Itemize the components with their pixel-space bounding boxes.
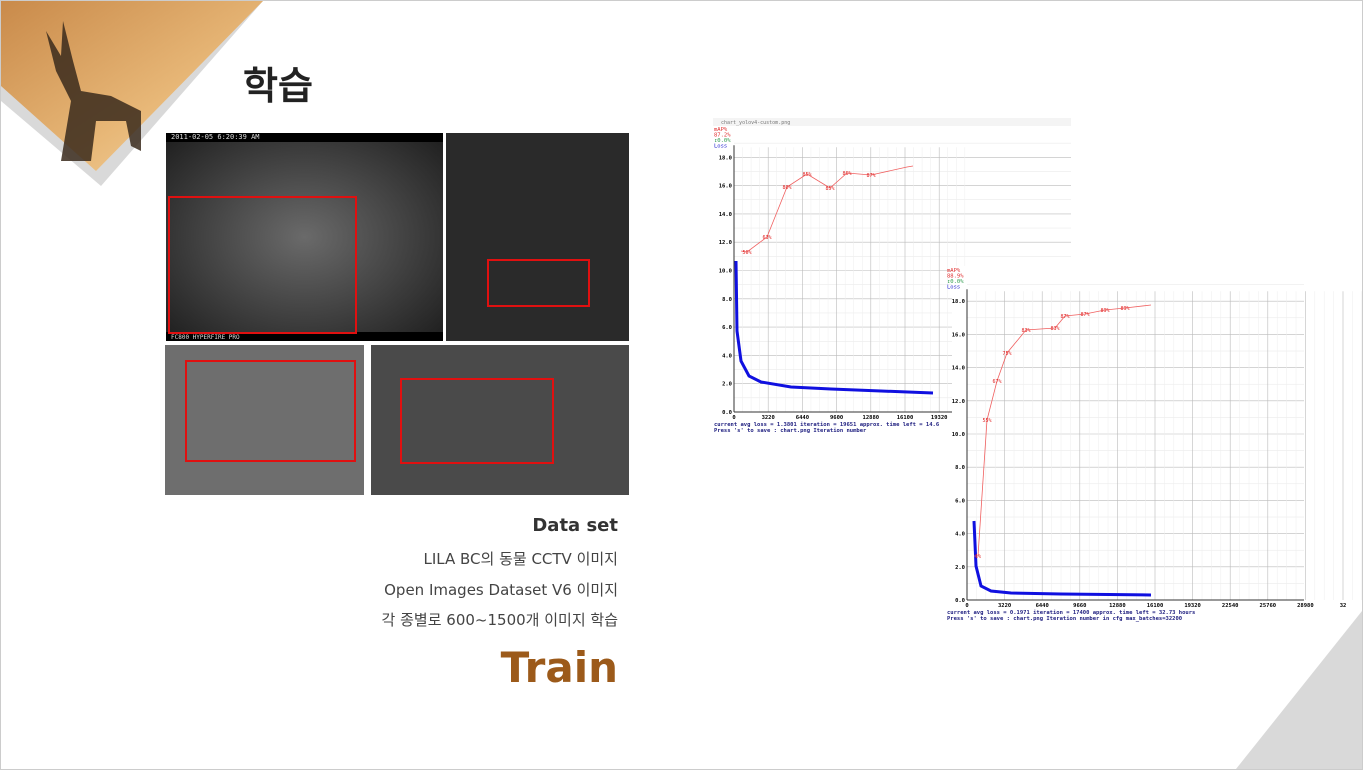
detection-box (487, 259, 590, 307)
y-tick-label: 6.0 (722, 325, 732, 331)
map-label: 86% (842, 171, 851, 177)
chart-screenshot: 0.0 2.0 4.0 6.0 8.0 10.0 12.0 14.0 16.0 18.0 0 3220… (947, 266, 1362, 623)
x-tick-label: 16100 (1147, 603, 1164, 609)
x-tick-label: 19320 (931, 415, 948, 421)
y-tick-label: 6.0 (955, 498, 965, 504)
y-tick-label: 2.0 (722, 382, 732, 388)
map-line (974, 304, 1152, 557)
x-tick-label: 9600 (830, 415, 843, 421)
map-label: 80% (782, 185, 791, 191)
x-tick-label: 0 (732, 415, 735, 421)
y-tick-label: 0.0 (955, 598, 965, 604)
x-tick-label: 16100 (897, 415, 914, 421)
photo (446, 133, 629, 341)
window-titlebar (713, 118, 1071, 126)
footer-text: Press 's' to save : chart.png Iteration … (714, 428, 867, 434)
deer-silhouette (46, 21, 141, 161)
loss-curve (734, 260, 934, 395)
y-tick-label: 4.0 (722, 353, 732, 359)
caption-heading: Data set (532, 515, 618, 536)
detection-box (168, 196, 357, 334)
x-tick-label: 9660 (1073, 603, 1086, 609)
y-tick-label: 4.0 (955, 532, 965, 538)
slide-title: 학습 (243, 64, 313, 108)
x-tick-label: 25760 (1260, 603, 1277, 609)
photo-bar (166, 133, 443, 142)
legend-item: 88.9% (947, 274, 964, 280)
y-tick-label: 18.0 (719, 155, 732, 161)
y-tick-label: 10.0 (719, 269, 732, 275)
y-tick-label: 14.0 (719, 212, 732, 218)
y-tick-label: 12.0 (952, 399, 965, 405)
caption-line: 각 종별로 600~1500개 이미지 학습 (381, 611, 618, 629)
x-tick-label: 28980 (1297, 603, 1314, 609)
map-label: 56% (742, 250, 751, 256)
y-tick-label: 12.0 (719, 240, 732, 246)
x-tick-label: 12880 (1109, 603, 1126, 609)
x-tick-label: 22540 (1222, 603, 1239, 609)
x-tick-label: 3220 (762, 415, 775, 421)
map-label: 1% (975, 554, 981, 560)
chart-background (952, 266, 1304, 623)
x-tick-label: 6440 (796, 415, 809, 421)
y-tick-label: 8.0 (722, 297, 732, 303)
x-tick-label: 32 (1340, 603, 1347, 609)
caption-line: LILA BC의 동물 CCTV 이미지 (423, 550, 619, 568)
caption-line: Open Images Dataset V6 이미지 (384, 581, 618, 599)
footer-text: current avg loss = 0.1971 iteration = 17… (947, 610, 1195, 616)
map-label: 85% (825, 186, 834, 192)
legend-item: ↕0.0% (947, 279, 964, 285)
deco-corner (1236, 611, 1362, 769)
legend-item: 87.2% (714, 133, 731, 139)
legend-item: Loss (714, 144, 727, 150)
loss-curve (972, 520, 1152, 597)
photo (165, 345, 364, 495)
map-label: 83% (1050, 326, 1059, 332)
y-tick-label: 18.0 (952, 299, 965, 305)
map-label: 55% (982, 418, 991, 424)
map-label: 83% (1021, 328, 1030, 334)
y-tick-label: 2.0 (955, 565, 965, 571)
legend-item: Loss (947, 285, 960, 291)
x-tick-label: 0 (965, 603, 968, 609)
detection-box (185, 360, 356, 462)
photos: 2011-02-05 6:20:39 AM FC800 HYPERFIRE PR… (165, 133, 629, 495)
map-label: 89% (1100, 308, 1109, 314)
map-label: 87% (1080, 312, 1089, 318)
window-title: chart_yolov4-custom.png (721, 120, 790, 126)
x-tick-label: 6440 (1036, 603, 1049, 609)
x-tick-label: 3220 (998, 603, 1011, 609)
x-tick-label: 12880 (863, 415, 880, 421)
y-tick-label: 16.0 (719, 184, 732, 190)
caption-label: Train (500, 643, 618, 692)
photo (166, 133, 443, 341)
photo (371, 345, 629, 495)
y-tick-label: 14.0 (952, 366, 965, 372)
photo-bar (166, 332, 443, 341)
x-tick-label: 19320 (1184, 603, 1201, 609)
footer-text: current avg loss = 1.3801 iteration = 19… (714, 422, 940, 428)
y-tick-label: 10.0 (952, 432, 965, 438)
map-label: 87% (866, 173, 875, 179)
legend-item: mAP% (714, 127, 728, 133)
map-label: 87% (1060, 314, 1069, 320)
map-label: 85% (802, 172, 811, 178)
map-line (740, 165, 914, 253)
map-label: 89% (1120, 306, 1129, 312)
y-tick-label: 0.0 (722, 410, 732, 416)
y-tick-label: 8.0 (955, 465, 965, 471)
legend-item: ↕0.0% (714, 138, 731, 144)
footer-text: Press 's' to save : chart.png Iteration … (947, 616, 1182, 622)
y-tick-label: 16.0 (952, 332, 965, 338)
photo-stamp: FC800 HYPERFIRE PRO (171, 334, 240, 341)
map-label: 75% (1002, 351, 1011, 357)
photo-stamp: 2011-02-05 6:20:39 AM (171, 133, 260, 141)
detection-box (400, 378, 554, 464)
map-label: 67% (992, 379, 1001, 385)
legend-item: mAP% (947, 268, 961, 274)
map-label: 63% (762, 235, 771, 241)
